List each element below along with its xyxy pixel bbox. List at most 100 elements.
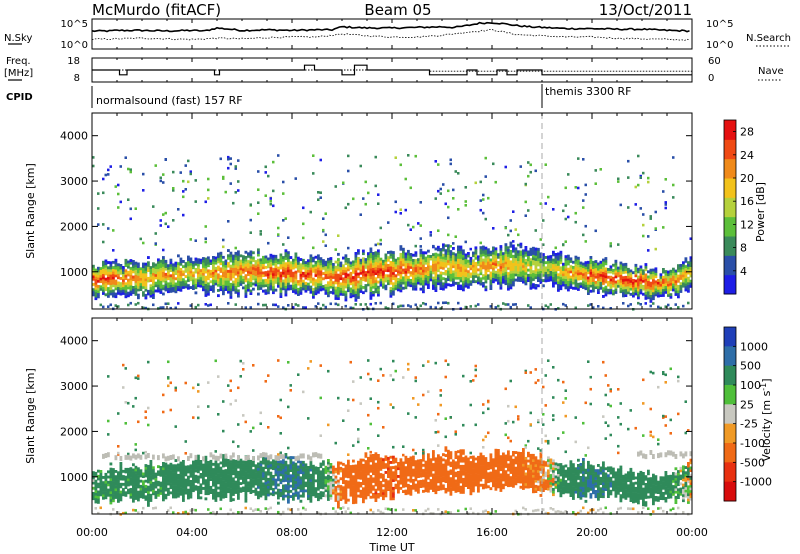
scatter-cell	[342, 256, 345, 260]
scatter-cell	[264, 492, 268, 495]
scatter-cell	[549, 255, 553, 258]
scatter-cell	[299, 265, 303, 269]
scatter-cell	[292, 464, 295, 467]
scatter-cell	[242, 265, 245, 269]
scatter-cell	[144, 484, 148, 488]
scatter-cell	[194, 508, 197, 512]
scatter-cell	[297, 373, 300, 376]
scatter-cell	[502, 254, 505, 258]
scatter-cell	[339, 277, 343, 281]
scatter-cell	[669, 307, 672, 310]
scatter-cell	[304, 481, 308, 485]
scatter-cell	[92, 486, 95, 490]
scatter-cell	[564, 186, 567, 190]
scatter-cell	[197, 454, 200, 458]
scatter-cell	[127, 478, 130, 482]
scatter-cell	[564, 240, 567, 243]
scatter-cell	[347, 273, 350, 277]
scatter-cell	[257, 274, 260, 278]
scatter-cell	[454, 274, 458, 277]
scatter-cell	[99, 280, 103, 283]
scatter-cell	[232, 272, 235, 276]
scatter-cell	[314, 495, 318, 498]
scatter-cell	[159, 179, 162, 183]
scatter-cell	[457, 245, 460, 249]
scatter-cell	[649, 294, 653, 298]
scatter-cell	[517, 258, 520, 261]
scatter-cell	[619, 282, 623, 286]
scatter-cell	[609, 242, 612, 245]
scatter-cell	[382, 265, 385, 268]
scatter-cell	[617, 269, 620, 273]
scatter-cell	[292, 466, 295, 470]
scatter-cell	[512, 244, 515, 248]
scatter-cell	[324, 289, 328, 293]
scatter-cell	[497, 304, 500, 308]
scatter-cell	[584, 287, 588, 291]
scatter-cell	[457, 258, 460, 262]
scatter-cell	[212, 289, 215, 293]
scatter-cell	[177, 463, 180, 467]
scatter-cell	[149, 279, 153, 282]
scatter-cell	[349, 264, 353, 267]
nave-right-tick-bottom: 0	[708, 73, 714, 84]
scatter-cell	[407, 265, 410, 269]
scatter-cell	[152, 272, 155, 276]
scatter-cell	[652, 268, 655, 272]
scatter-cell	[464, 282, 468, 285]
scatter-cell	[319, 483, 323, 487]
scatter-cell	[419, 253, 423, 257]
scatter-cell	[427, 280, 430, 284]
scatter-cell	[462, 267, 465, 271]
scatter-cell	[547, 195, 550, 199]
scatter-cell	[319, 491, 323, 495]
scatter-cell	[152, 293, 155, 297]
scatter-cell	[197, 488, 200, 492]
scatter-cell	[197, 281, 200, 285]
scatter-cell	[209, 511, 212, 515]
scatter-cell	[209, 269, 213, 273]
scatter-cell	[189, 275, 193, 279]
scatter-cell	[509, 270, 513, 274]
scatter-cell	[257, 253, 260, 257]
scatter-cell	[332, 283, 335, 287]
scatter-cell	[549, 265, 553, 269]
scatter-cell	[639, 303, 642, 306]
scatter-cell	[292, 284, 295, 288]
scatter-cell	[512, 260, 515, 263]
scatter-cell	[627, 159, 630, 163]
scatter-cell	[332, 268, 335, 272]
scatter-cell	[472, 275, 475, 278]
scatter-cell	[114, 488, 118, 492]
scatter-cell	[289, 456, 293, 459]
scatter-cell	[512, 257, 515, 261]
scatter-cell	[292, 484, 295, 488]
scatter-cell	[142, 451, 145, 455]
scatter-cell	[669, 293, 673, 297]
scatter-cell	[419, 277, 423, 281]
scatter-cell	[299, 484, 303, 488]
scatter-cell	[389, 253, 393, 257]
scatter-cell	[659, 278, 663, 282]
scatter-cell	[282, 463, 285, 467]
scatter-cell	[177, 302, 180, 305]
scatter-cell	[284, 272, 288, 276]
power-colorbar-tick-label: 20	[740, 172, 754, 185]
scatter-cell	[254, 490, 258, 494]
scatter-cell	[237, 486, 240, 490]
scatter-cell	[662, 286, 665, 290]
scatter-cell	[244, 274, 248, 278]
scatter-cell	[434, 273, 438, 277]
scatter-cell	[99, 475, 103, 479]
scatter-cell	[527, 161, 530, 164]
scatter-cell	[234, 462, 238, 466]
scatter-cell	[159, 270, 163, 274]
scatter-cell	[482, 250, 485, 254]
scatter-cell	[374, 269, 378, 273]
scatter-cell	[264, 507, 267, 510]
scatter-cell	[167, 469, 170, 473]
scatter-cell	[184, 264, 188, 268]
scatter-cell	[277, 510, 280, 514]
scatter-cell	[109, 276, 113, 280]
scatter-cell	[504, 269, 508, 273]
